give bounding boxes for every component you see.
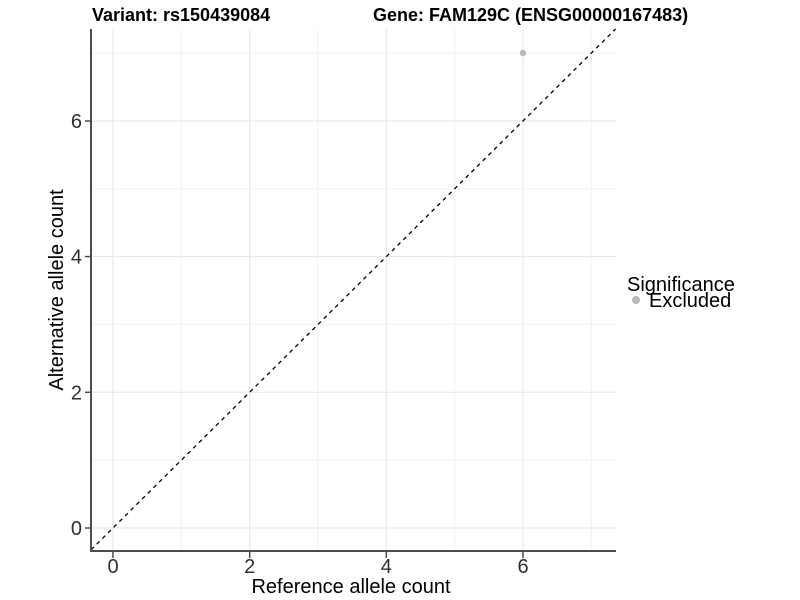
- x-tick-label: 0: [107, 556, 118, 578]
- legend-title: Significance: [627, 274, 735, 296]
- y-tick-label: 0: [71, 518, 82, 540]
- y-tick-labels: 0 2 4 6: [71, 111, 82, 540]
- axis-lines: [90, 29, 616, 552]
- data-point-excluded: [519, 49, 527, 57]
- grid-major: [91, 29, 616, 552]
- legend: Significance Excluded: [627, 274, 735, 312]
- x-tick-label: 4: [381, 556, 392, 578]
- x-tick-marks: [112, 552, 524, 558]
- x-tick-labels: 0 2 4 6: [107, 556, 528, 578]
- identity-reference-line: [90, 28, 617, 551]
- y-tick-label: 4: [71, 247, 82, 269]
- plot-title-gene: Gene: FAM129C (ENSG00000167483): [373, 5, 688, 25]
- plot-panel: [91, 29, 616, 552]
- y-axis-title: Alternative allele count: [46, 189, 68, 391]
- x-tick-label: 2: [244, 556, 255, 578]
- x-axis-title: Reference allele count: [251, 576, 450, 598]
- y-tick-label: 6: [71, 111, 82, 133]
- x-tick-label: 6: [517, 556, 528, 578]
- legend-item-label: Excluded: [649, 290, 731, 312]
- legend-key-dot: [632, 296, 640, 304]
- plot-title-variant: Variant: rs150439084: [92, 5, 270, 25]
- y-tick-marks: [85, 120, 91, 529]
- y-tick-label: 2: [71, 382, 82, 404]
- grid-minor: [91, 29, 616, 552]
